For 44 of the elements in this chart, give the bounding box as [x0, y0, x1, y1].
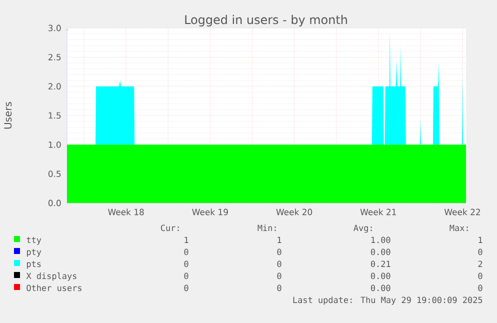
text: Last update: Thu May 29 19:00:09 2025	[293, 296, 482, 305]
text: 2	[478, 260, 482, 267]
text: 0	[478, 248, 482, 256]
text: Avg:	[354, 224, 372, 233]
text: 0.00	[370, 284, 390, 292]
x-tick-label: Week 19	[192, 208, 228, 216]
x-tick-label: Week 20	[276, 208, 312, 216]
legend-label: tty	[26, 237, 42, 245]
x-tick-label: Week 18	[108, 208, 144, 216]
text: 0	[277, 260, 282, 268]
text: 0	[184, 260, 188, 268]
text: Cur:	[160, 224, 179, 232]
text: 0.00	[370, 248, 390, 256]
legend-label: pts	[26, 261, 41, 269]
text: 0.00	[370, 272, 390, 280]
y-tick-label: 2.5	[48, 54, 61, 60]
text: Min:	[258, 224, 276, 231]
text: 0	[478, 284, 482, 292]
text: 1	[278, 236, 282, 243]
text: Max:	[450, 224, 468, 232]
text: 0	[478, 272, 482, 280]
x-tick-label: Week 21	[360, 208, 396, 216]
text: 1.00	[371, 236, 390, 244]
text: 0	[184, 248, 188, 256]
legend-label: pty	[26, 249, 42, 257]
text: 0	[184, 284, 188, 292]
text: 0.21	[370, 260, 390, 268]
chart-title: Logged in users - by month	[185, 14, 347, 26]
text: 0	[277, 284, 282, 292]
legend-label: X displays	[26, 272, 76, 281]
legend-label: Other users	[26, 284, 82, 292]
x-tick-label: Week 22	[444, 208, 480, 216]
text: 0	[184, 272, 188, 280]
y-tick-label: 3.0	[48, 24, 61, 32]
y-tick-label: 1.5	[48, 112, 61, 119]
text: 0	[277, 272, 282, 280]
y-tick-label: 0.5	[48, 170, 61, 178]
y-tick-label: 0.0	[48, 200, 61, 206]
text: 1	[184, 236, 188, 243]
y-tick-label: 1.0	[48, 141, 61, 148]
y-tick-label: 2.0	[48, 83, 61, 90]
text: 0	[277, 248, 282, 256]
y-axis-title: Users	[4, 102, 12, 129]
text: 1	[478, 236, 482, 243]
